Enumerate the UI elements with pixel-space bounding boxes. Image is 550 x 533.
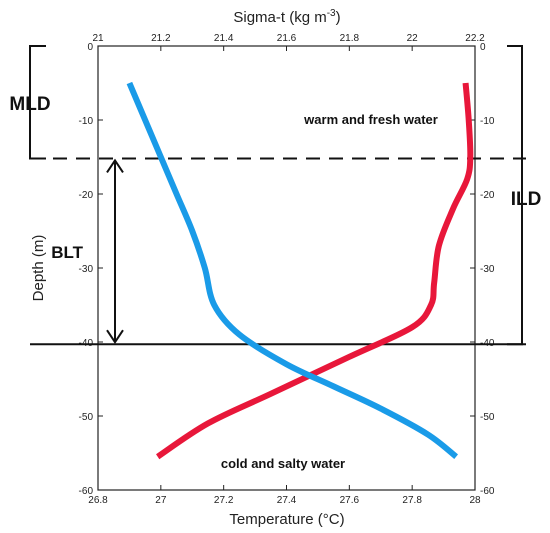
- x-bottom-tick-label: 28: [469, 495, 481, 506]
- bottom-axis-title: Temperature (°C): [229, 511, 344, 528]
- x-bottom-tick-label: 27.8: [402, 495, 422, 506]
- x-top-tick-label: 22: [407, 33, 419, 44]
- x-top-tick-label: 21: [92, 33, 104, 44]
- y-tick-label-left: -50: [79, 412, 94, 423]
- y-tick-label-left: -30: [79, 264, 94, 275]
- ild-label: ILD: [511, 189, 542, 210]
- y-tick-label-right: 0: [480, 42, 486, 53]
- blt-arrow-head-top: [106, 158, 124, 174]
- x-bottom-tick-label: 27.4: [277, 495, 297, 506]
- y-tick-label-left: -60: [79, 486, 94, 497]
- y-tick-label-right: -60: [480, 486, 495, 497]
- x-bottom-tick-label: 27.6: [340, 495, 360, 506]
- x-top-tick-label: 21.8: [340, 33, 360, 44]
- x-bottom-tick-label: 27: [155, 495, 167, 506]
- y-tick-label-right: -30: [480, 264, 495, 275]
- blt-arrow-head-bottom: [106, 329, 124, 345]
- x-bottom-tick-label: 26.8: [88, 495, 108, 506]
- sigma-t-series-line: [126, 81, 459, 460]
- y-tick-label-left: -10: [79, 116, 94, 127]
- x-top-tick-label: 21.2: [151, 33, 171, 44]
- ild-bracket: [507, 45, 523, 346]
- y-axis-title: Depth (m): [30, 235, 47, 302]
- x-top-tick-label: 21.4: [214, 33, 234, 44]
- temperature-series-line: [156, 82, 474, 460]
- top-axis-title: Sigma-t (kg m-3): [233, 8, 340, 26]
- y-tick-label-left: 0: [87, 42, 93, 53]
- x-top-tick-label: 21.6: [277, 33, 297, 44]
- y-tick-label-right: -50: [480, 412, 495, 423]
- y-tick-label-right: -10: [480, 116, 495, 127]
- cold-water-label: cold and salty water: [221, 456, 345, 471]
- x-bottom-tick-label: 27.2: [214, 495, 234, 506]
- blt-label: BLT: [51, 243, 83, 262]
- y-tick-label-left: -20: [79, 190, 94, 201]
- x-top-tick-label: 22.2: [465, 33, 485, 44]
- y-tick-label-right: -20: [480, 190, 495, 201]
- mld-bracket: [29, 45, 46, 160]
- warm-water-label: warm and fresh water: [303, 112, 438, 127]
